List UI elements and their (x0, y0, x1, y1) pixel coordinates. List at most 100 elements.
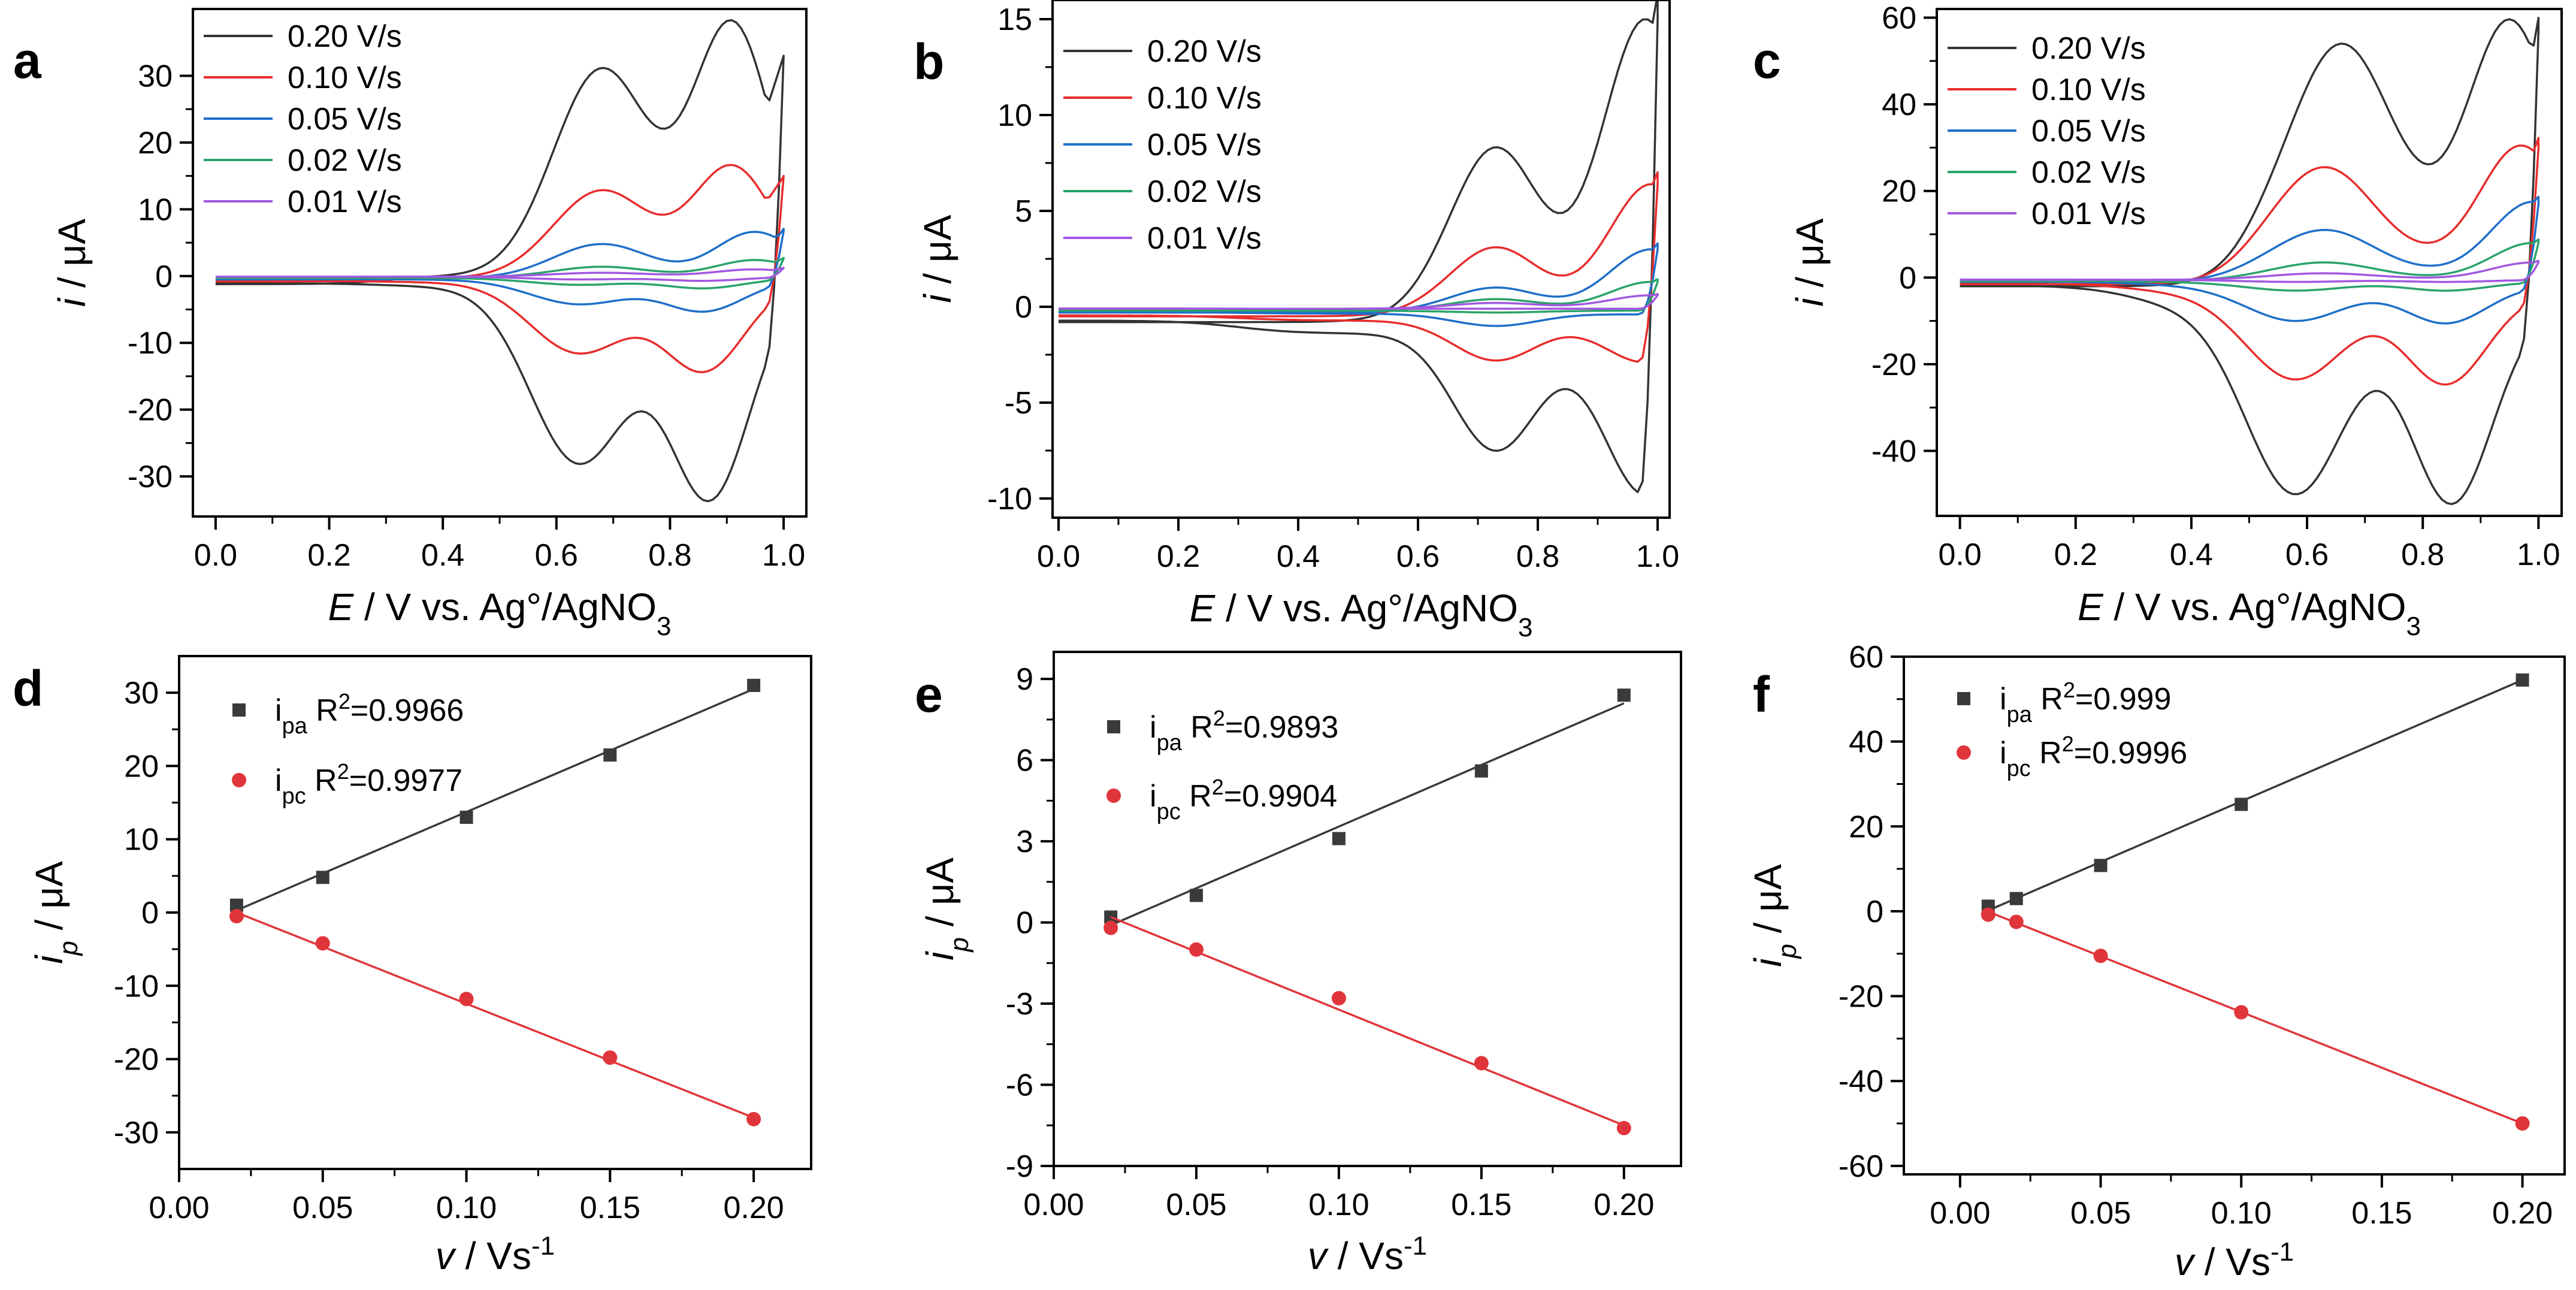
panel-c: c 0.0 0.2 0.4 0.6 0.8 1.0 -40 -20 0 20 40 60 E / V vs… (1753, 1, 2563, 641)
fit-line-ipa (1988, 679, 2523, 912)
y-tick-label: 20 (138, 126, 173, 161)
legend-marker-ipa (232, 703, 246, 717)
fit-line-ipa (1110, 702, 1625, 926)
plot-frame (1903, 655, 2566, 1176)
legend-label: 0.01 V/s (2031, 197, 2146, 231)
legend-label: 0.20 V/s (288, 19, 402, 54)
data-point-ipc (315, 936, 330, 951)
y-tick-label: 60 (1849, 640, 1883, 675)
data-point-ipa (459, 811, 473, 824)
panel-letter: e (915, 666, 943, 723)
legend-label: 0.20 V/s (2031, 31, 2146, 66)
y-tick-label: 20 (1849, 809, 1883, 844)
x-tick-label: 0.4 (1277, 539, 1320, 574)
y-tick-label: 9 (1016, 662, 1033, 697)
fit-line-ipc (1988, 910, 2523, 1125)
x-tick-label: 0.0 (1938, 537, 1981, 572)
x-tick-label: 0.00 (149, 1191, 209, 1225)
data-point-ipc (2515, 1116, 2530, 1131)
legend-marker-ipc (1106, 788, 1121, 803)
plot-data (1103, 688, 1631, 1135)
panel-b: b 0.0 0.2 0.4 0.6 0.8 1.0 -10 -5 0 5 10 15 E / V vs. … (914, 0, 1679, 642)
plot-data (1059, 0, 1659, 494)
legend-label: 0.05 V/s (2031, 114, 2146, 149)
legend-label: 0.20 V/s (1147, 34, 1262, 69)
y-tick-label: -60 (1839, 1149, 1883, 1184)
x-tick-label: 0.20 (1594, 1188, 1654, 1222)
legend-label: 0.10 V/s (2031, 72, 2146, 107)
x-tick-label: 0.8 (648, 538, 691, 573)
plot-frame (178, 655, 812, 1170)
x-tick-label: 0.6 (2285, 537, 2329, 572)
y-tick-label: -40 (1871, 434, 1916, 469)
plot-data (215, 19, 785, 503)
data-point-ipc (1331, 991, 1346, 1006)
x-tick-label: 0.05 (1166, 1188, 1226, 1222)
data-point-ipa (2094, 859, 2108, 872)
y-tick-label: -10 (114, 969, 159, 1004)
plot-frame (192, 8, 808, 518)
x-tick-label: 1.0 (1636, 539, 1679, 574)
x-tick-label: 0.6 (535, 538, 578, 573)
panel-f: f 0.00 0.05 0.10 0.15 0.20 -60 -40 -20 0 20 40 60 v /… (1746, 640, 2566, 1284)
data-point-ipc (2009, 914, 2024, 929)
x-tick-label: 0.2 (1157, 539, 1200, 574)
y-tick-label: 6 (1016, 744, 1033, 778)
data-point-ipa (2235, 797, 2248, 811)
data-point-ipa (747, 678, 761, 692)
data-point-ipa (1474, 764, 1488, 778)
y-axis-label: i / μA (916, 215, 959, 303)
fit-line-ipc (236, 911, 754, 1119)
y-tick-label: -10 (987, 482, 1032, 516)
legend-label: 0.02 V/s (288, 143, 402, 178)
panel-letter: a (13, 32, 42, 89)
plot-frame (1936, 8, 2563, 517)
legend-label: ipc R2=0.9996 (2000, 732, 2187, 782)
data-point-ipc (1981, 907, 1996, 922)
x-tick-label: 1.0 (2517, 537, 2560, 572)
panel-letter: d (13, 660, 43, 717)
y-tick-label: -20 (128, 393, 173, 428)
data-point-ipc (1474, 1056, 1489, 1071)
data-point-ipa (1332, 832, 1346, 845)
plot-data (229, 678, 761, 1126)
fit-line-ipc (1110, 916, 1625, 1126)
y-tick-label: 5 (1015, 194, 1032, 229)
y-axis-label: ip / μA (28, 861, 83, 964)
cv-curve-005 (1059, 242, 1659, 327)
y-tick-label: -9 (1006, 1149, 1033, 1184)
y-tick-label: -20 (1871, 348, 1916, 382)
x-axis-label: E / V vs. Ag°/AgNO3 (2078, 585, 2421, 641)
data-point-ipa (316, 871, 329, 884)
x-tick-label: 0.2 (2054, 537, 2097, 572)
legend-marker-ipa (1107, 720, 1120, 733)
y-tick-label: -6 (1006, 1068, 1033, 1103)
x-axis-label: v / Vs-1 (2175, 1237, 2294, 1284)
y-tick-label: 0 (1015, 290, 1032, 325)
data-point-ipc (603, 1050, 618, 1065)
cv-curve-001 (215, 267, 785, 282)
x-tick-label: 0.20 (2492, 1196, 2553, 1231)
x-tick-label: 0.15 (2351, 1196, 2412, 1231)
data-point-ipa (2515, 673, 2529, 687)
y-tick-label: 3 (1016, 824, 1033, 859)
legend-label: 0.02 V/s (2031, 155, 2146, 190)
data-point-ipc (1189, 942, 1204, 957)
x-tick-label: 0.0 (194, 538, 237, 573)
x-tick-label: 1.0 (762, 538, 805, 573)
y-tick-label: 0 (1866, 895, 1883, 929)
y-tick-label: 15 (997, 2, 1032, 37)
panel-a: a 0.0 0.2 0.4 0.6 0.8 1.0 -30 -20 -10 0 10 20 30 E / V… (13, 8, 808, 641)
data-point-ipa (1189, 889, 1203, 902)
y-tick-label: -20 (114, 1043, 159, 1077)
plot-frame (1053, 651, 1682, 1167)
x-tick-label: 0.10 (436, 1191, 497, 1225)
data-point-ipc (459, 992, 474, 1007)
x-tick-label: 0.15 (580, 1191, 640, 1225)
legend-label: 0.01 V/s (288, 185, 402, 219)
y-tick-label: 20 (1882, 174, 1916, 209)
y-tick-label: 0 (1899, 261, 1916, 295)
legend-label: ipa R2=0.9893 (1150, 706, 1338, 756)
x-tick-label: 0.10 (2211, 1196, 2272, 1231)
